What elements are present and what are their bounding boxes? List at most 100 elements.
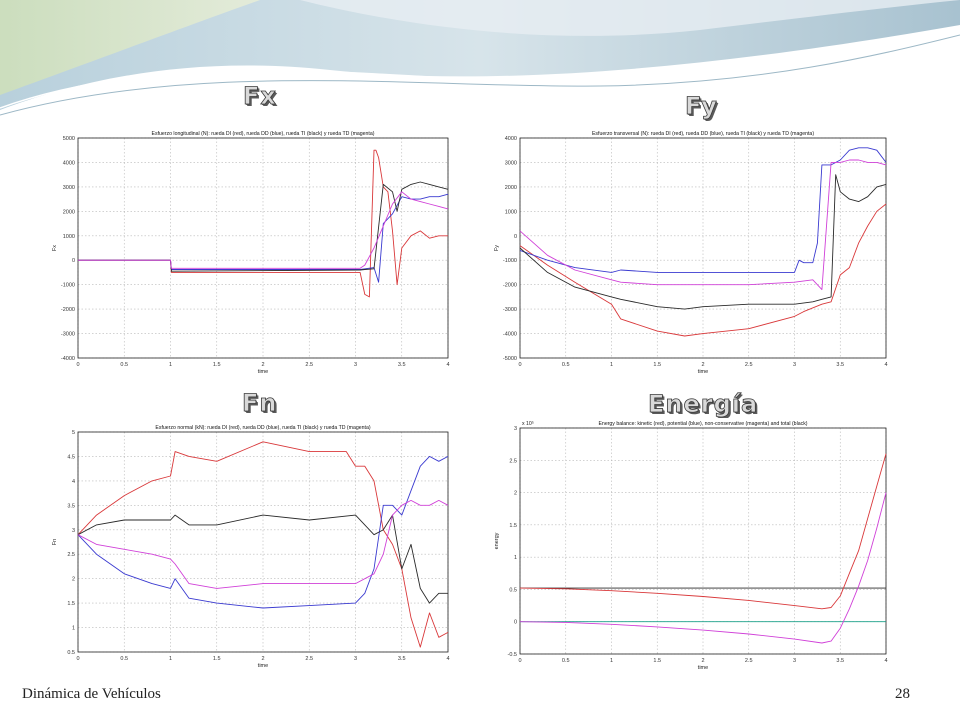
x-tick-label: 1 bbox=[610, 362, 613, 368]
fn-chart: 0 0.5 1 1.5 2 2.5 3 3.5 40.511.522.533.544.55Esf… bbox=[44, 422, 452, 668]
y-tick-label: 4000 bbox=[505, 136, 517, 142]
heading-fx: Fx bbox=[243, 82, 277, 111]
y-tick-label: 3 bbox=[514, 426, 517, 432]
x-tick-label: 1.5 bbox=[213, 656, 221, 662]
page-number: 28 bbox=[895, 686, 910, 702]
y-axis-label: Fy bbox=[494, 245, 500, 251]
x-tick-label: 3.5 bbox=[836, 362, 844, 368]
y-tick-label: 1 bbox=[72, 626, 75, 632]
x-tick-label: 0.5 bbox=[120, 656, 128, 662]
series-line-blue bbox=[78, 193, 449, 283]
heading-fn: Fn bbox=[242, 389, 278, 418]
y-tick-label: 2000 bbox=[505, 185, 517, 191]
y-tick-label: -1000 bbox=[61, 283, 75, 289]
x-tick-label: 2.5 bbox=[305, 656, 313, 662]
y-tick-label: -3000 bbox=[503, 307, 517, 313]
y-tick-label: 5000 bbox=[63, 136, 75, 142]
y-tick-label: 1000 bbox=[505, 209, 517, 215]
x-axis-label: time bbox=[698, 369, 708, 374]
x-tick-label: 2 bbox=[701, 362, 704, 368]
x-tick-label: 0.5 bbox=[562, 362, 570, 368]
y-tick-label: -2000 bbox=[61, 307, 75, 313]
y-tick-label: -5000 bbox=[503, 356, 517, 362]
x-tick-label: 3.5 bbox=[398, 362, 406, 368]
y-tick-label: 3 bbox=[72, 528, 75, 534]
y-tick-label: -2000 bbox=[503, 283, 517, 289]
y-axis-label: energy bbox=[494, 532, 500, 549]
x-tick-label: 0.5 bbox=[120, 362, 128, 368]
y-tick-label: 3000 bbox=[505, 160, 517, 166]
x-tick-label: 3.5 bbox=[398, 656, 406, 662]
x-tick-label: 1 bbox=[169, 656, 172, 662]
fy-chart: 0 0.5 1 1.5 2 2.5 3 3.5 4 -5000 -4000 -3000 -2000 -10… bbox=[486, 128, 890, 374]
x-axis-label: time bbox=[258, 369, 268, 374]
x-tick-label: 0 bbox=[518, 362, 521, 368]
x-tick-label: 3.5 bbox=[836, 658, 844, 664]
y-tick-label: 2.5 bbox=[509, 458, 517, 464]
y-axis-label: Fn bbox=[52, 539, 58, 545]
fx-chart: 0 0.5 1 1.5 2 2.5 3 3.5 4 -4000 -3000 -2000 -1000 0 10… bbox=[44, 128, 452, 374]
plot-frame bbox=[77, 137, 449, 359]
y-tick-label: -1000 bbox=[503, 258, 517, 264]
series-line-magenta bbox=[519, 492, 887, 644]
y-tick-label: 0 bbox=[72, 258, 75, 264]
series-line-magenta bbox=[78, 191, 449, 269]
x-axis-label: time bbox=[698, 665, 708, 670]
y-tick-label: 4.5 bbox=[67, 454, 75, 460]
chart-title: Esfuerzo longitudinal (N): rueda DI (red… bbox=[152, 131, 375, 137]
x-tick-label: 2.5 bbox=[305, 362, 313, 368]
y-tick-label: 2.5 bbox=[67, 552, 75, 558]
series-line-magenta bbox=[519, 159, 887, 291]
x-tick-label: 1.5 bbox=[653, 658, 661, 664]
x-tick-label: 3 bbox=[354, 362, 357, 368]
x-tick-label: 1 bbox=[610, 658, 613, 664]
x-tick-label: 4 bbox=[446, 656, 449, 662]
x-tick-label: 1 bbox=[169, 362, 172, 368]
y-tick-label: -4000 bbox=[503, 332, 517, 338]
y-axis-label: Fx bbox=[52, 245, 58, 251]
y-tick-label: -3000 bbox=[61, 332, 75, 338]
heading-energy: Energía bbox=[648, 390, 759, 419]
chart-title: Esfuerzo transversal (N): rueda DI (red)… bbox=[592, 131, 814, 137]
y-tick-label: 4 bbox=[72, 479, 75, 485]
y-tick-label: 4000 bbox=[63, 160, 75, 166]
series-line-red bbox=[519, 453, 887, 610]
plot-frame bbox=[519, 137, 887, 359]
y-tick-label: 3000 bbox=[63, 185, 75, 191]
y-tick-label: 0.5 bbox=[509, 587, 517, 593]
x-axis-label: time bbox=[258, 663, 268, 668]
x-tick-label: 2.5 bbox=[745, 658, 753, 664]
x-tick-label: 1.5 bbox=[653, 362, 661, 368]
plot-frame bbox=[77, 431, 449, 653]
energy-chart: 0 0.5 1 1.5 2 2.5 3 3.5 4-0.500.511.522.53Energy… bbox=[486, 418, 890, 670]
header-swoosh-decoration bbox=[0, 0, 960, 116]
y-tick-label: 2 bbox=[514, 491, 517, 497]
y-tick-label: 0.5 bbox=[67, 650, 75, 656]
y-tick-label: 3.5 bbox=[67, 503, 75, 509]
x-tick-label: 1.5 bbox=[213, 362, 221, 368]
series-line-blue bbox=[519, 147, 887, 273]
series-line-blue bbox=[77, 455, 449, 609]
y-tick-label: 0 bbox=[514, 234, 517, 240]
series-line-black bbox=[78, 181, 449, 272]
x-tick-label: 4 bbox=[884, 362, 887, 368]
y-tick-label: -0.5 bbox=[508, 652, 517, 658]
y-tick-label: 2 bbox=[72, 577, 75, 583]
y-tick-label: 1.5 bbox=[67, 601, 75, 607]
x-tick-label: 4 bbox=[446, 362, 449, 368]
series-line-black bbox=[77, 514, 448, 604]
x-tick-label: 2.5 bbox=[745, 362, 753, 368]
series-line-black bbox=[519, 174, 887, 310]
y-tick-label: 1.5 bbox=[509, 523, 517, 529]
x-tick-label: 4 bbox=[884, 658, 887, 664]
axis-multiplier: x 10⁵ bbox=[522, 421, 534, 427]
x-tick-label: 3 bbox=[793, 658, 796, 664]
x-tick-label: 0 bbox=[76, 362, 79, 368]
x-tick-label: 2 bbox=[261, 362, 264, 368]
series-line-magenta bbox=[77, 499, 449, 589]
y-tick-label: 1000 bbox=[63, 234, 75, 240]
series-line-red bbox=[519, 203, 887, 337]
heading-fy: Fy bbox=[685, 92, 718, 121]
y-tick-label: 1 bbox=[514, 555, 517, 561]
y-tick-label: 0 bbox=[514, 620, 517, 626]
